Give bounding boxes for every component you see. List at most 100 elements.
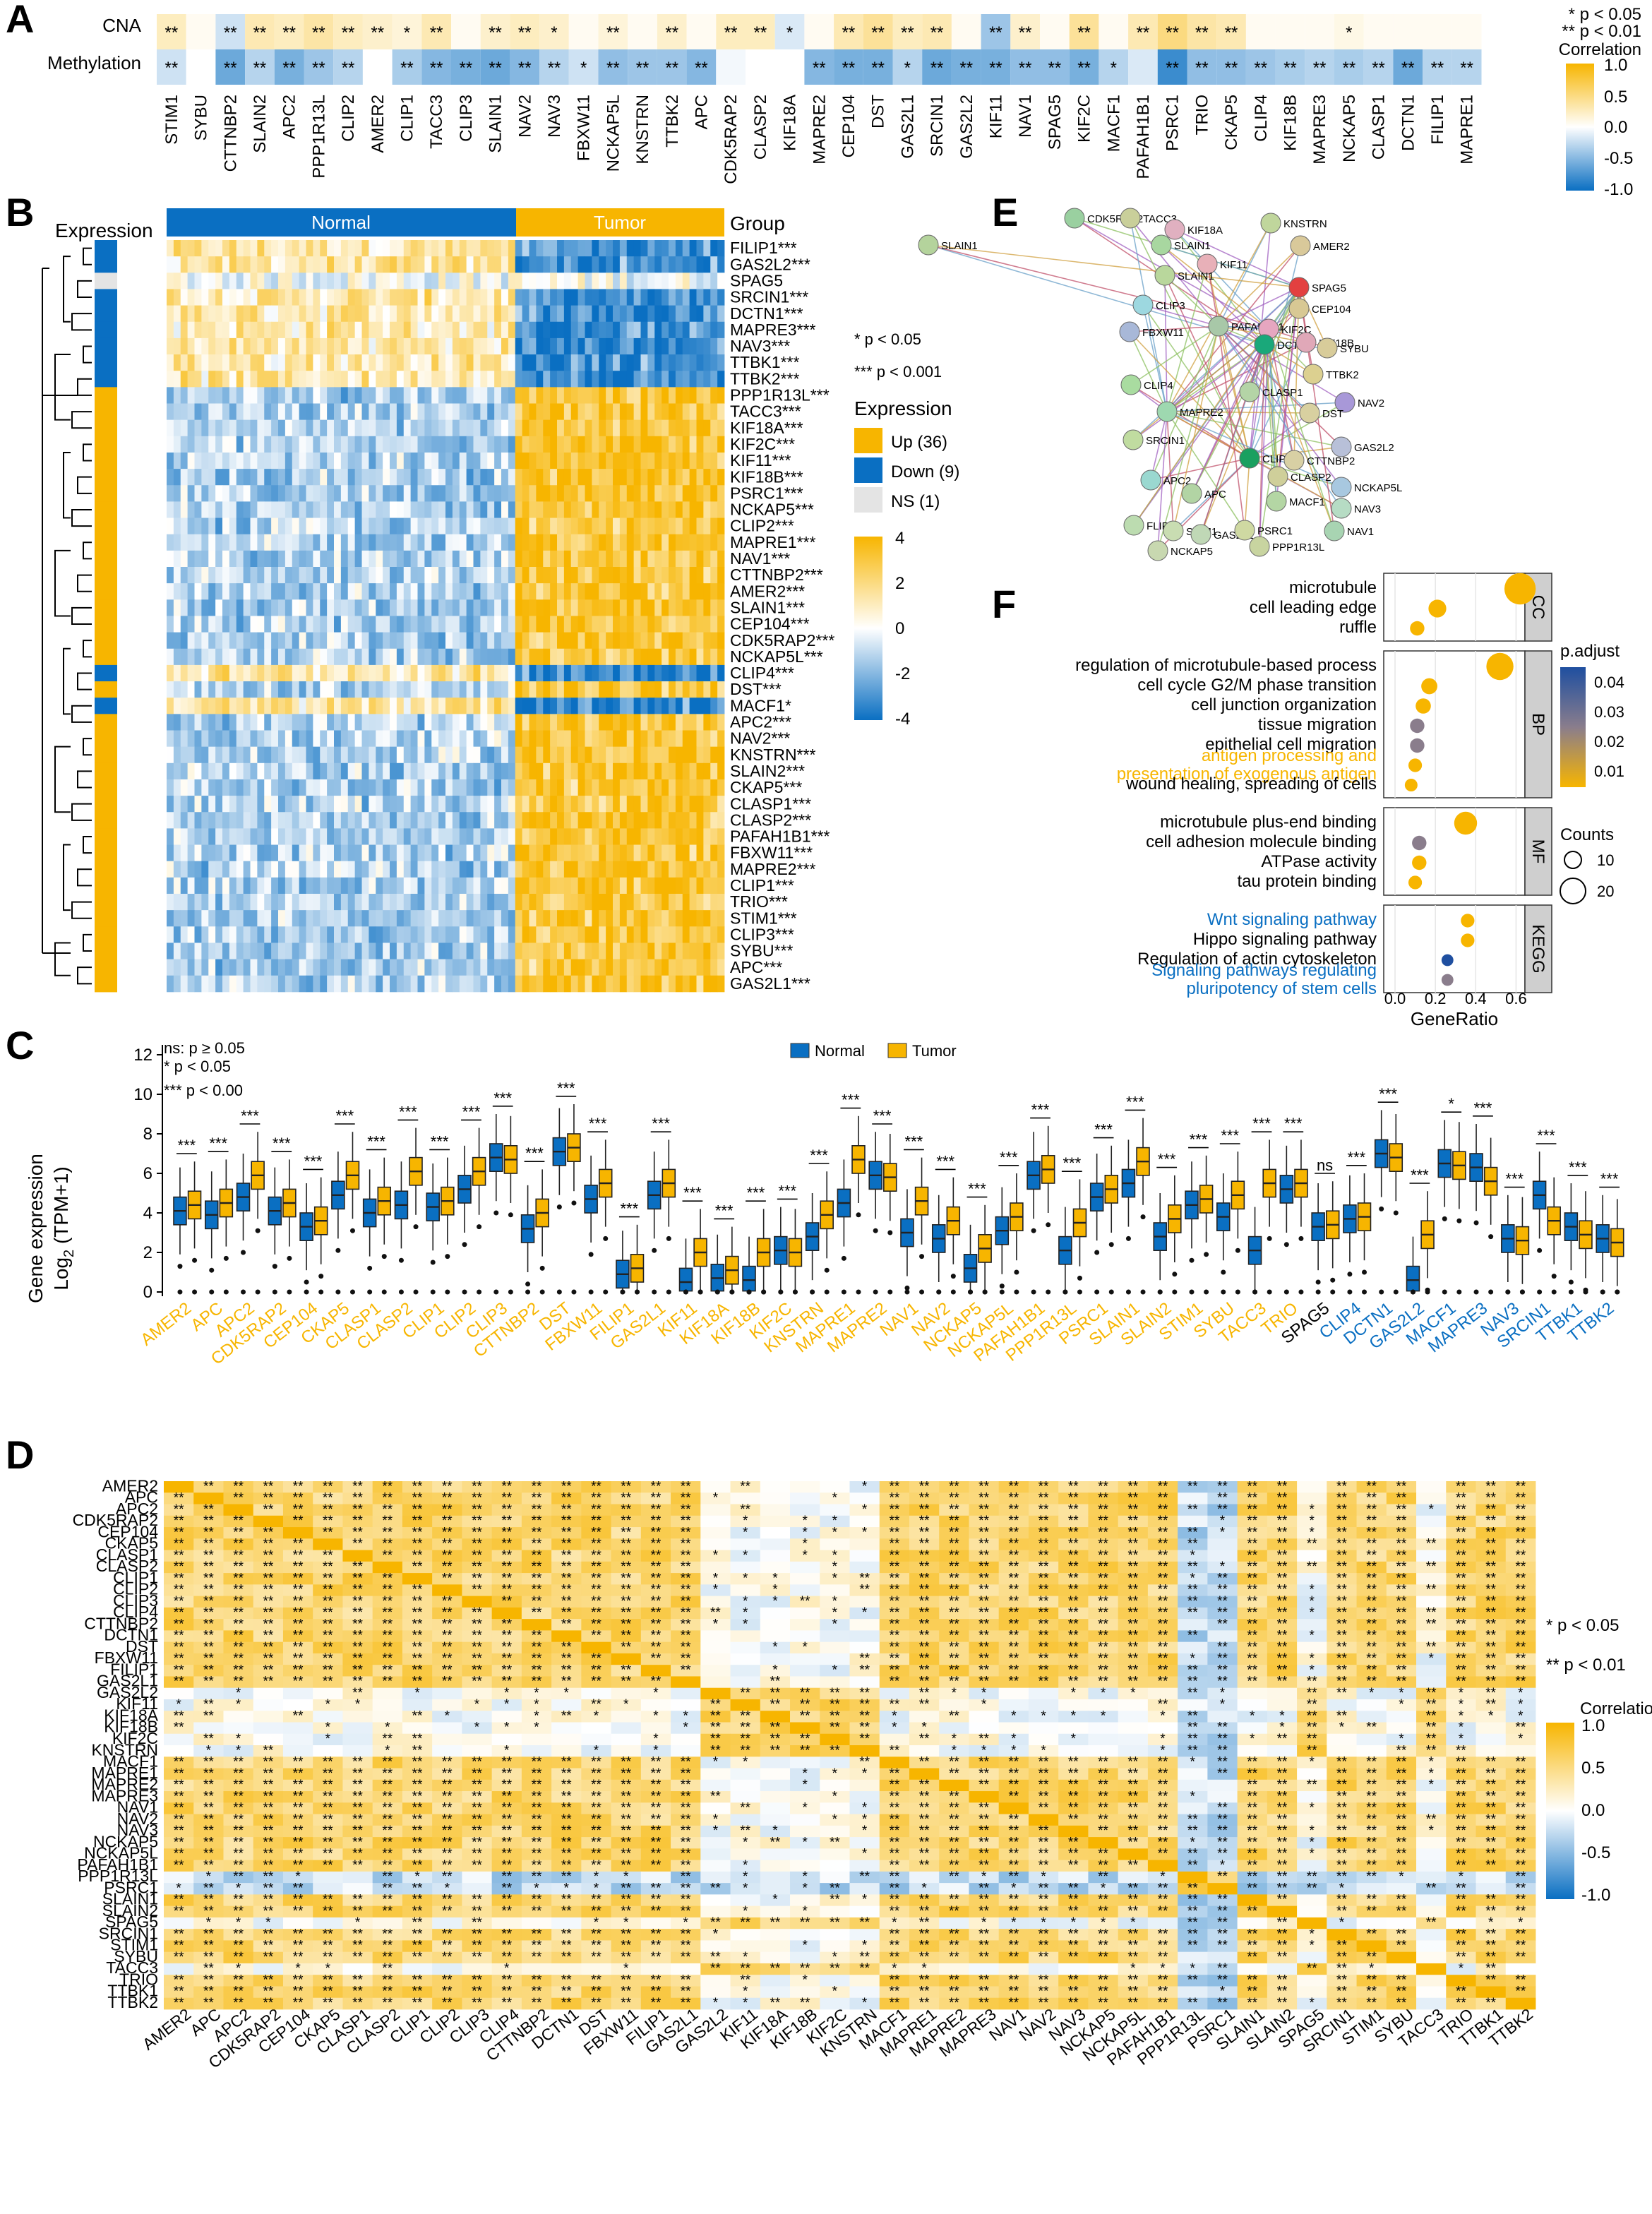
expression-cell	[585, 616, 592, 633]
expression-cell	[376, 746, 383, 764]
expression-cell	[613, 517, 621, 535]
expression-cell	[320, 943, 328, 959]
expression-cell	[173, 436, 181, 453]
expression-cell	[396, 273, 405, 289]
expression-cell	[662, 436, 669, 453]
methylation-cell	[981, 49, 1011, 85]
expression-cell	[508, 975, 516, 993]
network-edge	[1218, 287, 1300, 327]
expression-cell	[361, 485, 369, 502]
expression-cell	[585, 664, 592, 682]
dendrogram-branch	[71, 606, 92, 626]
expression-cell	[278, 632, 286, 650]
box-outlier	[652, 1289, 657, 1295]
expression-cell	[466, 746, 474, 764]
panel-b-gene-label: GAS2L2***	[730, 255, 810, 273]
methylation-star: **	[1431, 59, 1444, 78]
expression-cell	[633, 975, 641, 993]
expression-cell	[417, 730, 425, 748]
expression-cell	[675, 387, 683, 404]
expression-cell	[696, 273, 704, 289]
expression-cell	[417, 337, 425, 355]
expression-cell	[417, 371, 425, 388]
expression-cell	[340, 534, 349, 551]
expression-cell	[494, 403, 502, 421]
expression-cell	[529, 403, 537, 421]
expression-cell	[187, 534, 195, 551]
expression-cell	[431, 714, 439, 731]
expression-cell	[619, 975, 628, 993]
expression-cell	[250, 910, 258, 927]
box-outlier	[683, 1289, 688, 1295]
cna-star: **	[842, 23, 856, 42]
panel-b-gene-label: FILIP1***	[730, 239, 797, 257]
expression-cell	[577, 387, 585, 404]
expression-cell	[494, 796, 502, 813]
expression-cell	[682, 321, 690, 339]
expression-cell	[222, 844, 230, 862]
expression-cell	[473, 517, 481, 535]
expression-cell	[215, 354, 223, 371]
expression-cell	[501, 796, 509, 813]
expression-cell	[703, 730, 711, 748]
box-outlier	[666, 1235, 671, 1241]
expression-cell	[710, 844, 718, 862]
expression-cell	[403, 828, 412, 845]
expression-cell	[452, 599, 460, 616]
expression-cell	[647, 289, 655, 306]
expression-cell	[327, 730, 335, 748]
expression-cell	[487, 648, 495, 666]
expression-cell	[640, 779, 648, 796]
cna-star: **	[312, 23, 325, 42]
term-label: Regulation of actin cytoskeleton	[1137, 950, 1377, 969]
expression-cell	[577, 664, 585, 682]
expression-cell	[577, 698, 585, 714]
expression-cell	[487, 337, 495, 355]
sig-label: ***	[747, 1184, 765, 1202]
expression-cell	[557, 796, 565, 813]
expression-cell	[424, 550, 432, 568]
expression-cell	[390, 828, 397, 845]
expression-cell	[313, 959, 321, 976]
expression-cell	[250, 828, 258, 845]
expression-cell	[417, 469, 425, 486]
expression-cell	[299, 959, 306, 976]
expression-cell	[180, 550, 188, 568]
expression-cell	[522, 240, 529, 257]
expression-cell	[640, 452, 648, 469]
expression-cell	[563, 812, 572, 829]
expression-cell	[250, 943, 258, 959]
expression-cell	[473, 419, 481, 437]
expression-cell	[334, 403, 342, 421]
expression-cell	[703, 664, 711, 682]
expression-cell	[167, 894, 174, 911]
expression-cell	[508, 371, 516, 388]
expression-cell	[376, 681, 383, 698]
expression-cell	[557, 550, 565, 568]
expression-cell	[167, 273, 174, 289]
expression-cell	[543, 321, 551, 339]
expression-cell	[236, 387, 244, 404]
expression-cell	[208, 943, 216, 959]
expression-cell	[222, 550, 230, 568]
expression-cell	[613, 664, 621, 682]
expression-cell	[703, 796, 711, 813]
expression-cell	[669, 681, 676, 698]
expression-cell	[180, 517, 188, 535]
expression-cell	[208, 403, 216, 421]
expression-cell	[459, 828, 467, 845]
expression-cell	[480, 436, 488, 453]
enrichment-dot	[1428, 599, 1447, 618]
expression-cell	[278, 861, 286, 878]
expression-cell	[682, 861, 690, 878]
expression-cell	[347, 844, 356, 862]
expression-cell	[633, 664, 641, 682]
methylation-star: **	[1372, 59, 1385, 78]
box-normal	[742, 1265, 756, 1292]
expression-cell	[354, 779, 362, 796]
expression-cell	[515, 714, 523, 731]
methylation-star: **	[695, 59, 708, 78]
expression-cell	[529, 844, 537, 862]
expression-cell	[466, 517, 474, 535]
panel-b-gene-label: PSRC1***	[730, 484, 803, 502]
